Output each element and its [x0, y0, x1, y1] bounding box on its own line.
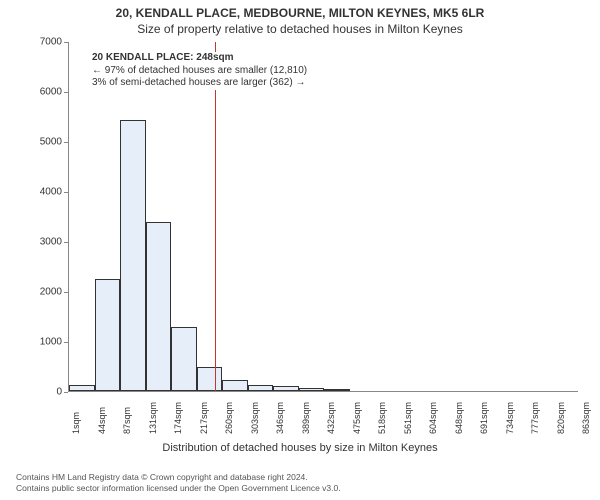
y-tick-mark: [64, 392, 68, 393]
histogram-bar: [299, 388, 325, 391]
footer-line2: Contains public sector information licen…: [16, 483, 341, 494]
x-tick-label: 604sqm: [428, 402, 438, 434]
x-tick-label: 346sqm: [275, 402, 285, 434]
x-tick-label: 561sqm: [403, 402, 413, 434]
annotation-box: 20 KENDALL PLACE: 248sqm ← 97% of detach…: [92, 52, 307, 90]
y-tick-label: 4000: [12, 187, 62, 198]
x-tick-label: 518sqm: [377, 402, 387, 434]
footer-attribution: Contains HM Land Registry data © Crown c…: [16, 472, 341, 494]
x-tick-label: 475sqm: [352, 402, 362, 434]
footer-line1: Contains HM Land Registry data © Crown c…: [16, 472, 341, 483]
x-tick-label: 1sqm: [71, 412, 81, 434]
y-tick-label: 1000: [12, 337, 62, 348]
y-tick-label: 0: [12, 387, 62, 398]
histogram-bar: [248, 385, 274, 392]
y-tick-label: 3000: [12, 237, 62, 248]
x-tick-label: 87sqm: [122, 407, 132, 434]
y-tick-mark: [64, 92, 68, 93]
annotation-larger: 3% of semi-detached houses are larger (3…: [92, 77, 307, 90]
property-marker-line: [215, 42, 216, 391]
x-tick-label: 389sqm: [301, 402, 311, 434]
y-tick-mark: [64, 342, 68, 343]
histogram-bar: [120, 120, 146, 391]
x-tick-label: 648sqm: [454, 402, 464, 434]
y-tick-mark: [64, 292, 68, 293]
annotation-smaller: ← 97% of detached houses are smaller (12…: [92, 65, 307, 78]
x-tick-label: 303sqm: [250, 402, 260, 434]
histogram-bar: [69, 385, 95, 391]
y-tick-label: 7000: [12, 37, 62, 48]
y-tick-mark: [64, 242, 68, 243]
annotation-title: 20 KENDALL PLACE: 248sqm: [92, 52, 234, 63]
y-tick-mark: [64, 192, 68, 193]
x-tick-label: 260sqm: [224, 402, 234, 434]
x-tick-label: 863sqm: [581, 402, 591, 434]
chart-container: 20, KENDALL PLACE, MEDBOURNE, MILTON KEY…: [0, 0, 600, 500]
histogram-bar: [95, 279, 121, 392]
x-tick-label: 734sqm: [505, 402, 515, 434]
histogram-bar: [146, 222, 172, 391]
x-tick-label: 174sqm: [173, 402, 183, 434]
x-tick-label: 217sqm: [199, 402, 209, 434]
histogram-bar: [273, 386, 299, 391]
x-tick-label: 44sqm: [97, 407, 107, 434]
histogram-bar: [222, 380, 248, 391]
title-address: 20, KENDALL PLACE, MEDBOURNE, MILTON KEY…: [0, 6, 600, 20]
histogram-bar: [171, 327, 197, 391]
plot-area: [68, 42, 578, 392]
histogram-bar: [197, 367, 223, 391]
x-tick-label: 432sqm: [326, 402, 336, 434]
y-tick-mark: [64, 142, 68, 143]
y-tick-label: 2000: [12, 287, 62, 298]
y-tick-mark: [64, 42, 68, 43]
y-tick-label: 6000: [12, 87, 62, 98]
histogram-bar: [324, 389, 350, 391]
x-axis-label: Distribution of detached houses by size …: [0, 442, 600, 454]
x-tick-label: 820sqm: [556, 402, 566, 434]
y-tick-label: 5000: [12, 137, 62, 148]
title-subtitle: Size of property relative to detached ho…: [0, 22, 600, 36]
x-tick-label: 131sqm: [148, 402, 158, 434]
x-tick-label: 777sqm: [530, 402, 540, 434]
x-tick-label: 691sqm: [479, 402, 489, 434]
bars-layer: [69, 42, 578, 391]
